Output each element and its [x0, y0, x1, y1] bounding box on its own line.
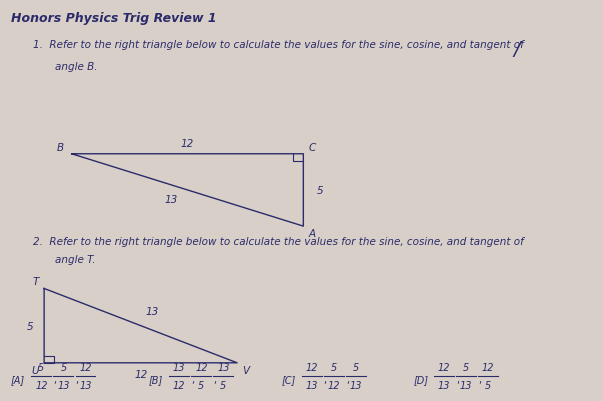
Text: 5: 5	[330, 362, 337, 372]
Text: [C]: [C]	[281, 374, 295, 384]
Text: 12: 12	[181, 138, 194, 148]
Text: [A]: [A]	[11, 374, 25, 384]
Text: 5: 5	[353, 362, 359, 372]
Text: 13: 13	[173, 362, 186, 372]
Text: 12: 12	[482, 362, 494, 372]
Text: 12: 12	[79, 362, 92, 372]
Text: 13: 13	[165, 194, 178, 205]
Text: 12: 12	[35, 381, 48, 391]
Text: 12: 12	[327, 381, 340, 391]
Text: ,: ,	[478, 374, 481, 384]
Text: /: /	[513, 40, 520, 59]
Text: 5: 5	[220, 381, 227, 391]
Text: ,: ,	[346, 374, 349, 384]
Text: 13: 13	[217, 362, 230, 372]
Text: angle T.: angle T.	[55, 255, 96, 265]
Text: 12: 12	[438, 362, 450, 372]
Text: 5: 5	[198, 381, 204, 391]
Text: 12: 12	[173, 381, 186, 391]
Text: ,: ,	[191, 374, 195, 384]
Text: 12: 12	[134, 369, 147, 379]
Text: T: T	[32, 277, 39, 287]
Text: 13: 13	[460, 381, 472, 391]
Text: 12: 12	[195, 362, 207, 372]
Text: ,: ,	[54, 374, 57, 384]
Text: V: V	[242, 365, 250, 375]
Text: 13: 13	[438, 381, 450, 391]
Text: 5: 5	[317, 186, 324, 195]
Text: A: A	[309, 229, 316, 239]
Text: [B]: [B]	[149, 374, 163, 384]
Text: B: B	[56, 142, 63, 152]
Text: ,: ,	[75, 374, 78, 384]
Text: ,: ,	[213, 374, 216, 384]
Text: 13: 13	[145, 306, 159, 316]
Text: 2.  Refer to the right triangle below to calculate the values for the sine, cosi: 2. Refer to the right triangle below to …	[33, 237, 524, 247]
Text: 5: 5	[27, 321, 34, 331]
Text: 12: 12	[305, 362, 318, 372]
Text: 5: 5	[60, 362, 66, 372]
Text: 13: 13	[350, 381, 362, 391]
Text: C: C	[309, 142, 316, 152]
Text: 5: 5	[463, 362, 469, 372]
Text: [D]: [D]	[414, 374, 429, 384]
Text: angle B.: angle B.	[55, 62, 98, 72]
Text: Honors Physics Trig Review 1: Honors Physics Trig Review 1	[11, 12, 216, 25]
Text: 13: 13	[79, 381, 92, 391]
Text: 13: 13	[305, 381, 318, 391]
Text: 5: 5	[485, 381, 491, 391]
Text: 13: 13	[57, 381, 70, 391]
Text: ,: ,	[456, 374, 459, 384]
Text: 5: 5	[38, 362, 45, 372]
Text: U: U	[31, 365, 39, 375]
Text: 1.  Refer to the right triangle below to calculate the values for the sine, cosi: 1. Refer to the right triangle below to …	[33, 40, 524, 50]
Text: ,: ,	[324, 374, 327, 384]
